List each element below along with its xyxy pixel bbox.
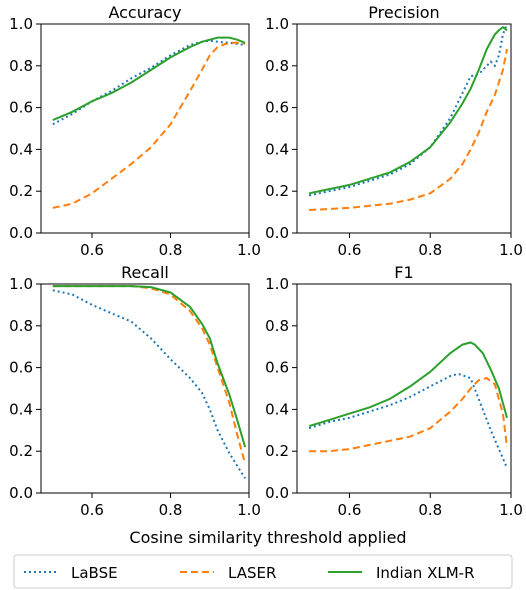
axes-frame [296, 283, 512, 494]
y-tick-label: 0.4 [9, 140, 33, 158]
x-tick-label: 0.8 [418, 501, 442, 519]
x-tick-label: 0.8 [159, 241, 183, 259]
y-tick-label: 1.0 [9, 275, 33, 293]
series-line-labse [52, 39, 246, 126]
y-tick-label: 0.6 [265, 359, 289, 377]
subplot-f1: 0.0 0.2 0.4 0.6 0.8 1.0 0.6 0.8 1.0 F1 [265, 263, 523, 519]
series-line-indian-xlm-r [52, 36, 246, 122]
series-line-indian-xlm-r [52, 285, 247, 448]
series-line-laser [52, 41, 246, 209]
legend-label-labse: LaBSE [71, 564, 118, 582]
y-tick-label: 0.6 [9, 359, 33, 377]
y-tick-label: 0.0 [265, 484, 289, 502]
series-line-labse [308, 372, 508, 469]
subplot-accuracy: 0.0 0.2 0.4 0.6 0.8 1.0 0.6 0.8 1.0 Accuracy [9, 3, 261, 259]
y-tick-label: 0.8 [265, 57, 289, 75]
series-line-labse [52, 289, 246, 479]
y-tick-label: 0.2 [265, 442, 289, 460]
y-tick-label: 0.8 [265, 317, 289, 335]
y-tick-label: 0.2 [9, 182, 33, 200]
y-tick-label: 0.8 [9, 57, 33, 75]
x-tick-label: 1.0 [237, 501, 261, 519]
y-tick-label: 0.4 [265, 400, 289, 418]
legend-frame [13, 554, 513, 589]
y-tick-label: 0.0 [265, 224, 289, 242]
y-tick-label: 0.4 [265, 140, 289, 158]
series-line-indian-xlm-r [308, 341, 508, 428]
legend-label-indian-xlm-r: Indian XLM-R [376, 564, 475, 582]
series-line-laser [52, 285, 247, 464]
y-tick-label: 0.8 [9, 317, 33, 335]
y-tick-label: 0.0 [9, 224, 33, 242]
subplot-title: Accuracy [108, 3, 181, 22]
axes-frame [296, 23, 512, 234]
x-tick-label: 0.6 [80, 501, 104, 519]
y-tick-label: 1.0 [9, 15, 33, 33]
subplot-recall: 0.0 0.2 0.4 0.6 0.8 1.0 0.6 0.8 1.0 Recall [9, 263, 261, 519]
y-tick-label: 0.0 [9, 484, 33, 502]
y-tick-label: 0.6 [265, 99, 289, 117]
legend: LaBSE LASER Indian XLM-R [13, 554, 513, 589]
subplots: 0.00.20.40.60.81.00.6 0.8 1.0Accuracy0.00.… [9, 3, 523, 519]
y-tick-label: 0.4 [9, 400, 33, 418]
series-line-laser [309, 48, 508, 211]
x-tick-label: 1.0 [237, 241, 261, 259]
x-axis-label: Cosine similarity threshold applied [129, 528, 406, 547]
legend-label-laser: LASER [228, 564, 276, 582]
subplot-precision: 0.0 0.2 0.4 0.6 0.8 1.0 0.6 0.8 1.0 Precision [265, 3, 523, 259]
subplot-title: F1 [394, 263, 413, 282]
y-tick-label: 0.6 [9, 99, 33, 117]
y-tick-label: 1.0 [265, 275, 289, 293]
axes-frame [40, 23, 250, 234]
x-tick-label: 0.8 [418, 241, 442, 259]
series-line-labse [308, 24, 508, 197]
x-tick-label: 0.8 [159, 501, 183, 519]
x-tick-label: 0.6 [338, 241, 362, 259]
x-tick-label: 0.6 [338, 501, 362, 519]
subplot-title: Precision [368, 3, 439, 22]
x-tick-label: 1.0 [499, 241, 523, 259]
subplot-title: Recall [121, 263, 169, 282]
series-line-indian-xlm-r [308, 25, 508, 195]
y-tick-label: 0.2 [9, 442, 33, 460]
axes-frame [40, 283, 250, 494]
x-tick-label: 1.0 [499, 501, 523, 519]
x-tick-label: 0.6 [80, 241, 104, 259]
series-line-laser [309, 377, 508, 453]
y-tick-label: 0.2 [265, 182, 289, 200]
y-tick-label: 1.0 [265, 15, 289, 33]
